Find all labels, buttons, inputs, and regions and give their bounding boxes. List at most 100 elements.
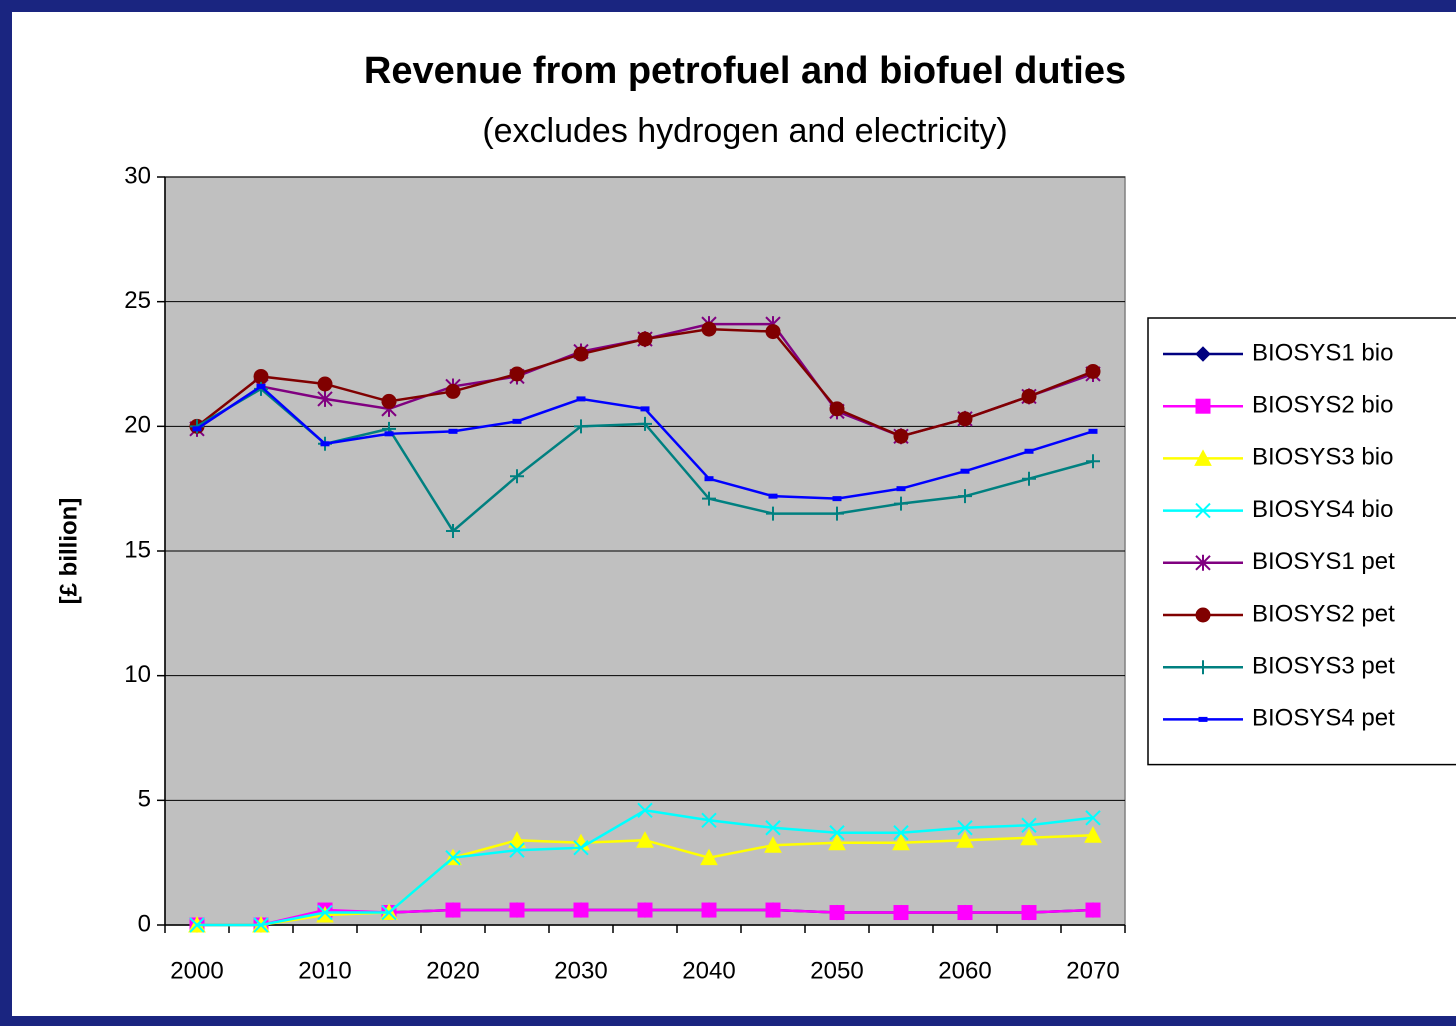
x-tick-label: 2070 [1066,957,1119,984]
chart-title: Revenue from petrofuel and biofuel dutie… [364,50,1126,92]
marker [256,383,266,389]
marker [701,812,717,828]
marker [1085,363,1101,379]
marker [893,905,909,921]
marker [829,825,845,841]
legend-label: BIOSYS2 pet [1252,600,1395,627]
marker [893,428,909,444]
marker [1195,346,1211,362]
y-axis-label: [£ billion] [55,498,82,605]
y-tick-label: 30 [124,162,151,189]
marker [701,321,717,337]
marker [832,496,842,502]
marker [253,368,269,384]
y-tick-label: 10 [124,661,151,688]
marker [768,493,778,499]
legend-box [1147,317,1456,766]
marker [1085,902,1101,918]
marker [1195,502,1211,519]
x-tick-label: 2030 [554,957,607,984]
marker [1021,817,1037,833]
legend-label: BIOSYS3 pet [1252,653,1395,680]
marker [704,476,714,482]
marker [638,416,652,431]
marker [893,825,909,841]
marker [957,411,973,427]
marker [1194,449,1212,466]
marker [445,849,461,866]
marker [317,904,333,921]
marker [1084,826,1102,843]
marker [700,848,718,866]
y-tick-label: 20 [124,412,151,439]
marker [892,833,910,851]
marker [509,902,525,918]
marker [192,426,202,432]
marker [765,820,781,836]
marker [508,831,526,848]
legend-label: BIOSYS1 pet [1252,548,1395,575]
marker [636,831,654,848]
legend-label: BIOSYS3 bio [1252,444,1393,471]
marker [320,441,330,447]
y-tick-label: 5 [138,786,151,813]
marker [317,390,333,407]
legend-label: BIOSYS4 pet [1252,705,1395,732]
marker [765,324,781,340]
marker [1195,398,1211,414]
marker [896,486,906,492]
marker [510,469,524,484]
marker [317,376,333,392]
x-tick-label: 2060 [938,957,991,984]
marker [573,902,589,918]
legend-label: BIOSYS2 bio [1252,392,1393,419]
marker [1086,454,1100,469]
marker [766,506,780,521]
marker [509,842,525,858]
legend-label: BIOSYS1 bio [1252,339,1393,366]
x-tick-label: 2040 [682,957,735,984]
marker [637,802,653,819]
marker [957,820,973,836]
marker [445,383,461,399]
marker [576,396,586,402]
marker [445,902,461,918]
marker [381,393,397,409]
x-tick-label: 2050 [810,957,863,984]
marker [829,905,845,921]
marker [573,839,589,856]
marker [512,418,522,424]
marker [958,489,972,504]
legend-label: BIOSYS4 bio [1252,496,1393,523]
marker [1021,388,1037,404]
marker [957,905,973,921]
marker [1196,660,1210,675]
marker [640,406,650,412]
marker [894,496,908,511]
marker [253,917,269,933]
chart-subtitle: (excludes hydrogen and electricity) [482,112,1007,150]
marker [956,831,974,848]
marker [509,366,525,382]
marker [829,401,845,417]
marker [765,902,781,918]
x-tick-label: 2000 [170,957,223,984]
marker [446,524,460,539]
marker [448,428,458,434]
marker [637,902,653,918]
marker [828,833,846,851]
marker [1088,428,1098,434]
y-tick-label: 0 [138,910,151,937]
marker [574,419,588,434]
marker [764,836,782,853]
marker [1022,471,1036,486]
marker [1020,828,1038,846]
y-tick-label: 25 [124,287,151,314]
x-tick-label: 2020 [426,957,479,984]
y-tick-label: 15 [124,536,151,563]
marker [637,331,653,347]
marker [1085,810,1101,826]
marker [702,491,716,506]
marker [1198,716,1208,722]
